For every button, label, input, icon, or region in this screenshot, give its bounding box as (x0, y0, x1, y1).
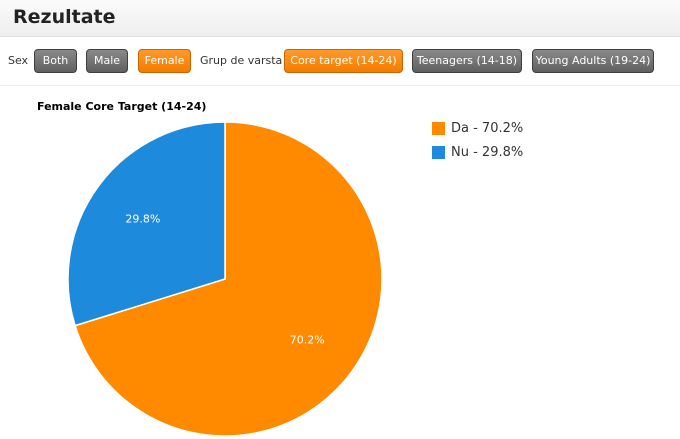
age-group-filter-label: Grup de varsta (200, 54, 283, 67)
pie-slice-nu[interactable] (67, 121, 226, 327)
sex-male-button[interactable]: Male (86, 49, 128, 73)
legend-swatch-nu (432, 146, 445, 159)
chart-title: Female Core Target (14-24) (37, 100, 207, 113)
filter-bar: Sex Both Male Female Grup de varsta Core… (0, 37, 680, 86)
legend-label-nu: Nu - 29.8% (451, 145, 524, 160)
pie-slice-da[interactable] (74, 121, 383, 437)
legend-label-da: Da - 70.2% (451, 121, 524, 136)
page-title: Rezultate (13, 6, 116, 28)
sex-both-button[interactable]: Both (34, 49, 77, 73)
age-core-target-button[interactable]: Core target (14-24) (284, 49, 403, 73)
age-young-adults-button[interactable]: Young Adults (19-24) (532, 49, 654, 73)
legend-swatch-da (432, 122, 445, 135)
sex-filter-label: Sex (8, 54, 29, 67)
header-bar: Rezultate (0, 0, 680, 37)
pie-data-label-da: 70.2% (290, 334, 325, 347)
pie-data-label-nu: 29.8% (125, 212, 160, 225)
age-teenagers-button[interactable]: Teenagers (14-18) (412, 49, 522, 73)
sex-female-button[interactable]: Female (138, 49, 191, 73)
